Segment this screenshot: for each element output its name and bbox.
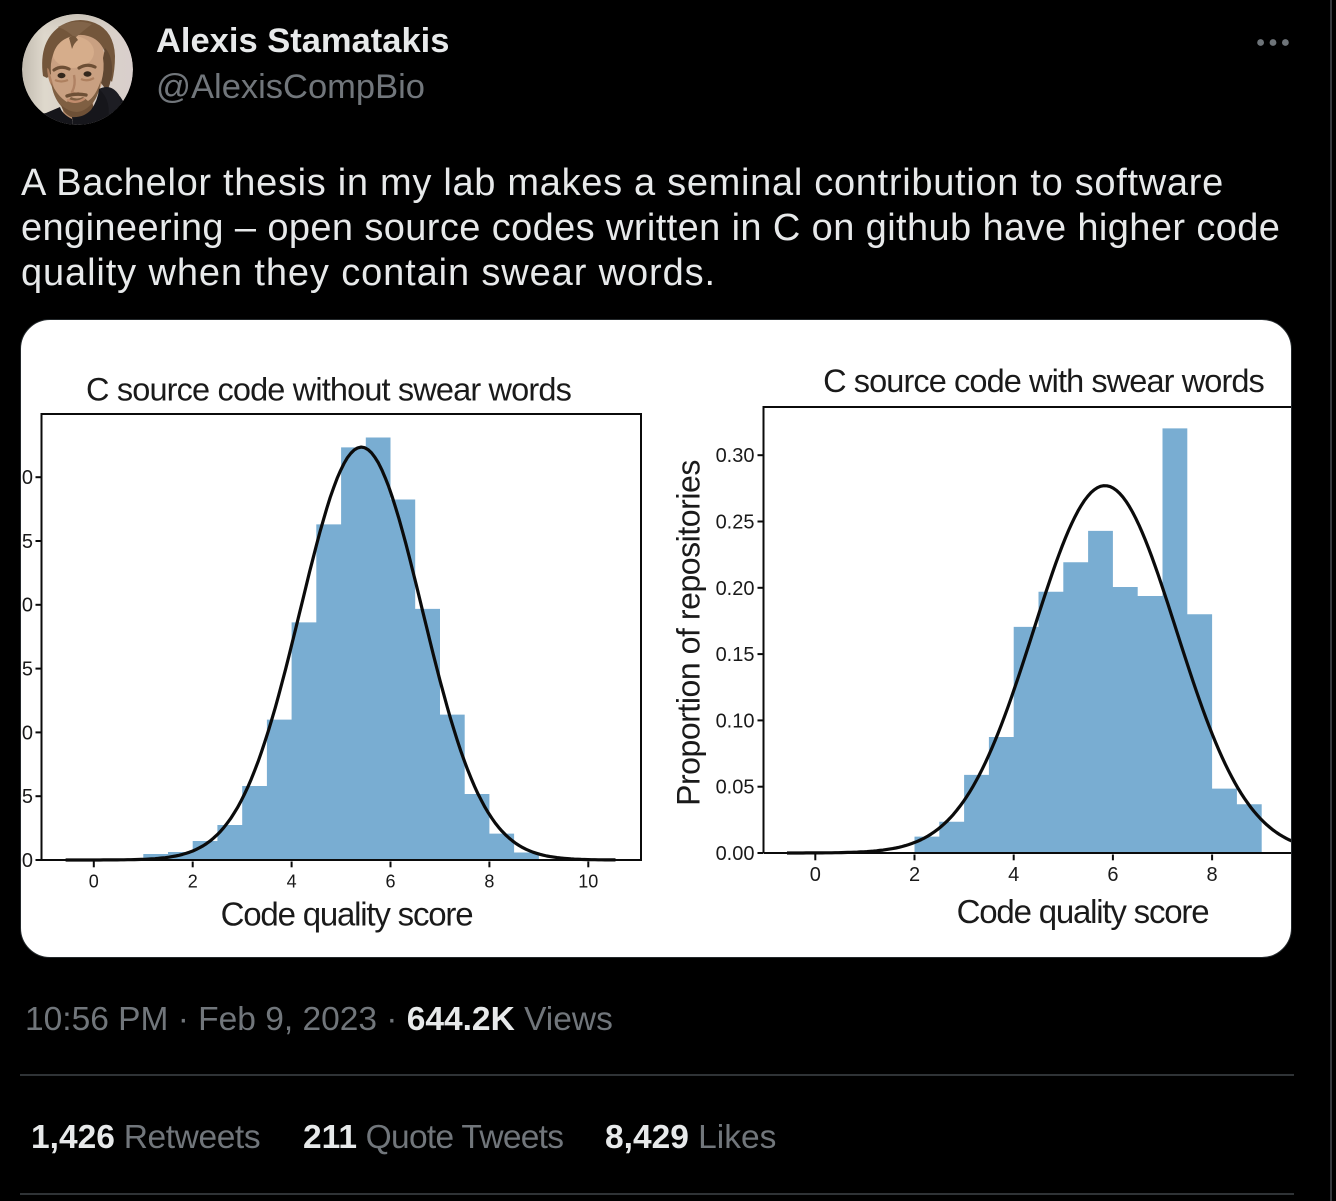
- svg-text:4: 4: [1008, 864, 1019, 886]
- svg-text:2: 2: [909, 864, 920, 886]
- svg-text:8: 8: [484, 872, 494, 892]
- svg-text:Proportion of repositories: Proportion of repositories: [671, 460, 707, 806]
- svg-text:2: 2: [188, 872, 198, 892]
- svg-text:0.05: 0.05: [716, 777, 755, 799]
- svg-text:0.15: 0.15: [716, 644, 755, 666]
- svg-text:0.30: 0.30: [716, 445, 755, 467]
- svg-text:0.20: 0.20: [21, 595, 33, 617]
- svg-text:4: 4: [287, 872, 297, 892]
- svg-text:0.00: 0.00: [716, 843, 755, 865]
- svg-text:0.05: 0.05: [21, 786, 33, 808]
- svg-text:0.15: 0.15: [21, 659, 33, 681]
- svg-text:C source code with swear words: C source code with swear words: [823, 363, 1264, 399]
- svg-text:10: 10: [578, 872, 598, 892]
- svg-text:0.30: 0.30: [21, 467, 33, 489]
- svg-text:0: 0: [89, 872, 99, 892]
- svg-text:0.25: 0.25: [716, 512, 755, 534]
- svg-text:6: 6: [1107, 864, 1118, 886]
- svg-text:0.25: 0.25: [21, 531, 33, 553]
- svg-text:0: 0: [810, 864, 821, 886]
- svg-text:0.10: 0.10: [716, 710, 755, 732]
- svg-text:C source code without swear wo: C source code without swear words: [86, 372, 572, 408]
- svg-text:0.10: 0.10: [21, 722, 33, 744]
- svg-text:0.20: 0.20: [716, 578, 755, 600]
- svg-text:6: 6: [385, 872, 395, 892]
- svg-text:0.00: 0.00: [21, 850, 33, 872]
- svg-text:Code quality score: Code quality score: [957, 893, 1209, 930]
- svg-text:Code quality score: Code quality score: [221, 896, 473, 933]
- svg-text:8: 8: [1207, 864, 1218, 886]
